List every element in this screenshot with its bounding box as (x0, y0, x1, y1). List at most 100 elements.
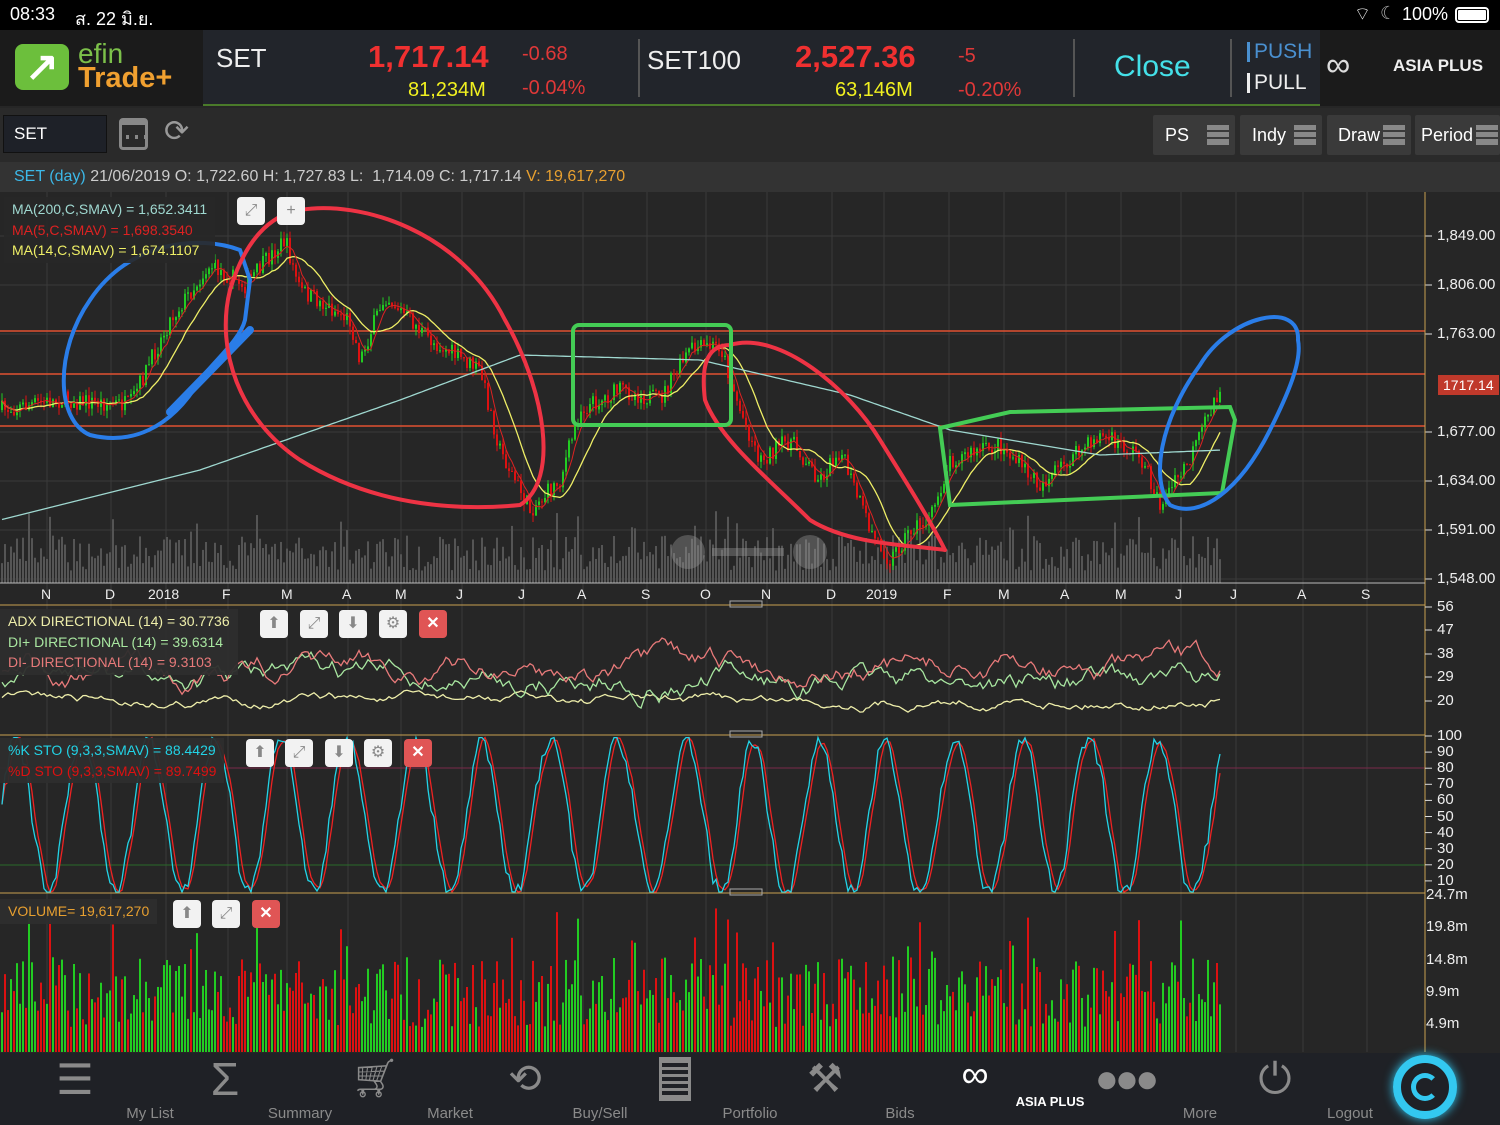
candle (151, 349, 153, 365)
nav-logout[interactable]: ⏻ Logout (1200, 1053, 1373, 1125)
candle (91, 397, 93, 409)
overlay-volume-bar (202, 549, 204, 583)
move-up-icon[interactable]: ⬆ (260, 610, 288, 638)
nav-bids[interactable]: ⚒ Bids (750, 1053, 915, 1125)
add-icon[interactable]: + (277, 197, 305, 225)
candle (163, 335, 165, 338)
overlay-volume-bar (265, 544, 267, 583)
overlay-volume-bar (4, 544, 6, 583)
candle (226, 279, 228, 283)
nav-buy-sell[interactable]: ⟲ Buy/Sell (450, 1053, 627, 1125)
overlay-volume-bar (754, 546, 756, 583)
volume-bar (1213, 982, 1215, 1052)
volume-bar (475, 1007, 477, 1052)
overlay-volume-bar (913, 546, 915, 583)
close-panel-icon[interactable]: ✕ (404, 739, 432, 767)
volume-bar (784, 1023, 786, 1052)
close-panel-icon[interactable]: ✕ (419, 610, 447, 638)
volume-bar (448, 973, 450, 1052)
move-up-icon[interactable]: ⬆ (246, 739, 274, 767)
refresh-icon[interactable]: ⟳ (164, 115, 190, 148)
overlay-volume-bar (448, 543, 450, 583)
x-tick-label: O (700, 586, 711, 602)
expand-icon[interactable]: ⤢ (212, 900, 240, 928)
overlay-volume-bar (436, 557, 438, 583)
nav-my-list[interactable]: ☰ My List (0, 1053, 174, 1125)
candle (325, 307, 327, 309)
overlay-volume-bar (1204, 558, 1206, 583)
candle (1063, 461, 1065, 464)
candle (580, 411, 582, 425)
overlay-volume-bar (1183, 556, 1185, 583)
pull-button[interactable]: PULL (1247, 72, 1307, 93)
push-button[interactable]: PUSH (1247, 41, 1312, 62)
indy-button[interactable]: Indy (1240, 115, 1322, 155)
volume-bar (682, 1010, 684, 1052)
volume-bar (304, 1003, 306, 1052)
expand-icon[interactable]: ⤢ (300, 610, 328, 638)
x-tick-label: 2018 (148, 586, 180, 602)
symbol-input[interactable]: SET (3, 115, 107, 153)
overlay-volume-bar (679, 557, 681, 583)
nav-summary[interactable]: Σ Summary (150, 1053, 332, 1125)
y-tick-label: 19.8m (1426, 918, 1468, 935)
move-up-icon[interactable]: ⬆ (173, 900, 201, 928)
expand-icon[interactable]: ⤢ (285, 739, 313, 767)
volume-bar (376, 973, 378, 1052)
overlay-volume-bar (940, 557, 942, 583)
settings-gear-icon[interactable]: ⚙ (364, 739, 392, 767)
candle (361, 351, 363, 363)
candle (604, 395, 606, 401)
calendar-icon[interactable] (119, 118, 148, 150)
k-legend: %K STO (9,3,3,SMAV) = 88.4429 (8, 742, 216, 758)
overlay-volume-bar (124, 545, 126, 583)
overlay-volume-bar (919, 518, 921, 583)
volume-bar (472, 964, 474, 1052)
overlay-volume-bar (910, 535, 912, 583)
volume-bar (1114, 930, 1116, 1052)
candle (52, 399, 54, 407)
nav-portfolio[interactable]: Portfolio (600, 1053, 778, 1125)
x-tick-label: M (1115, 586, 1127, 602)
overlay-volume-bar (1198, 554, 1200, 583)
candle (1156, 492, 1158, 495)
overlay-volume-bar (952, 552, 954, 583)
candle (322, 300, 324, 309)
candle (118, 399, 120, 401)
candle (835, 457, 837, 467)
overlay-volume-bar (970, 565, 972, 583)
candle (568, 440, 570, 458)
overlay-volume-bar (844, 546, 846, 583)
volume-bar (541, 976, 543, 1052)
ps-button[interactable]: PS (1153, 115, 1235, 155)
expand-icon[interactable]: ⤢ (237, 197, 265, 225)
candle (160, 337, 162, 354)
overlay-volume-bar (955, 562, 957, 583)
candle (1132, 446, 1134, 454)
volume-bar (361, 1001, 363, 1052)
volume-bar (571, 984, 573, 1052)
nav-asia-plus[interactable]: ∞ ASIA PLUS (900, 1053, 1084, 1125)
overlay-volume-bar (739, 557, 741, 583)
move-down-icon[interactable]: ⬇ (325, 739, 353, 767)
candle (379, 310, 381, 312)
period-button[interactable]: Period (1415, 115, 1500, 155)
app-swirl-button[interactable] (1393, 1055, 1457, 1119)
candle (901, 550, 903, 554)
draw-button[interactable]: Draw (1327, 115, 1411, 155)
volume-bar (1054, 1018, 1056, 1052)
move-down-icon[interactable]: ⬇ (339, 610, 367, 638)
nav-more[interactable]: ●●● More (1050, 1053, 1217, 1125)
overlay-volume-bar (1072, 541, 1074, 583)
overlay-volume-bar (853, 546, 855, 583)
candle (1171, 487, 1173, 489)
nav-market[interactable]: 🛒︎ Market (300, 1053, 473, 1125)
overlay-volume-bar (322, 546, 324, 583)
stock-chart[interactable] (0, 192, 1500, 1053)
candle (13, 411, 15, 416)
candle (649, 391, 651, 404)
candle (1192, 446, 1194, 465)
settings-gear-icon[interactable]: ⚙ (379, 610, 407, 638)
open-value: 1,722.60 (196, 168, 259, 185)
close-panel-icon[interactable]: ✕ (252, 900, 280, 928)
